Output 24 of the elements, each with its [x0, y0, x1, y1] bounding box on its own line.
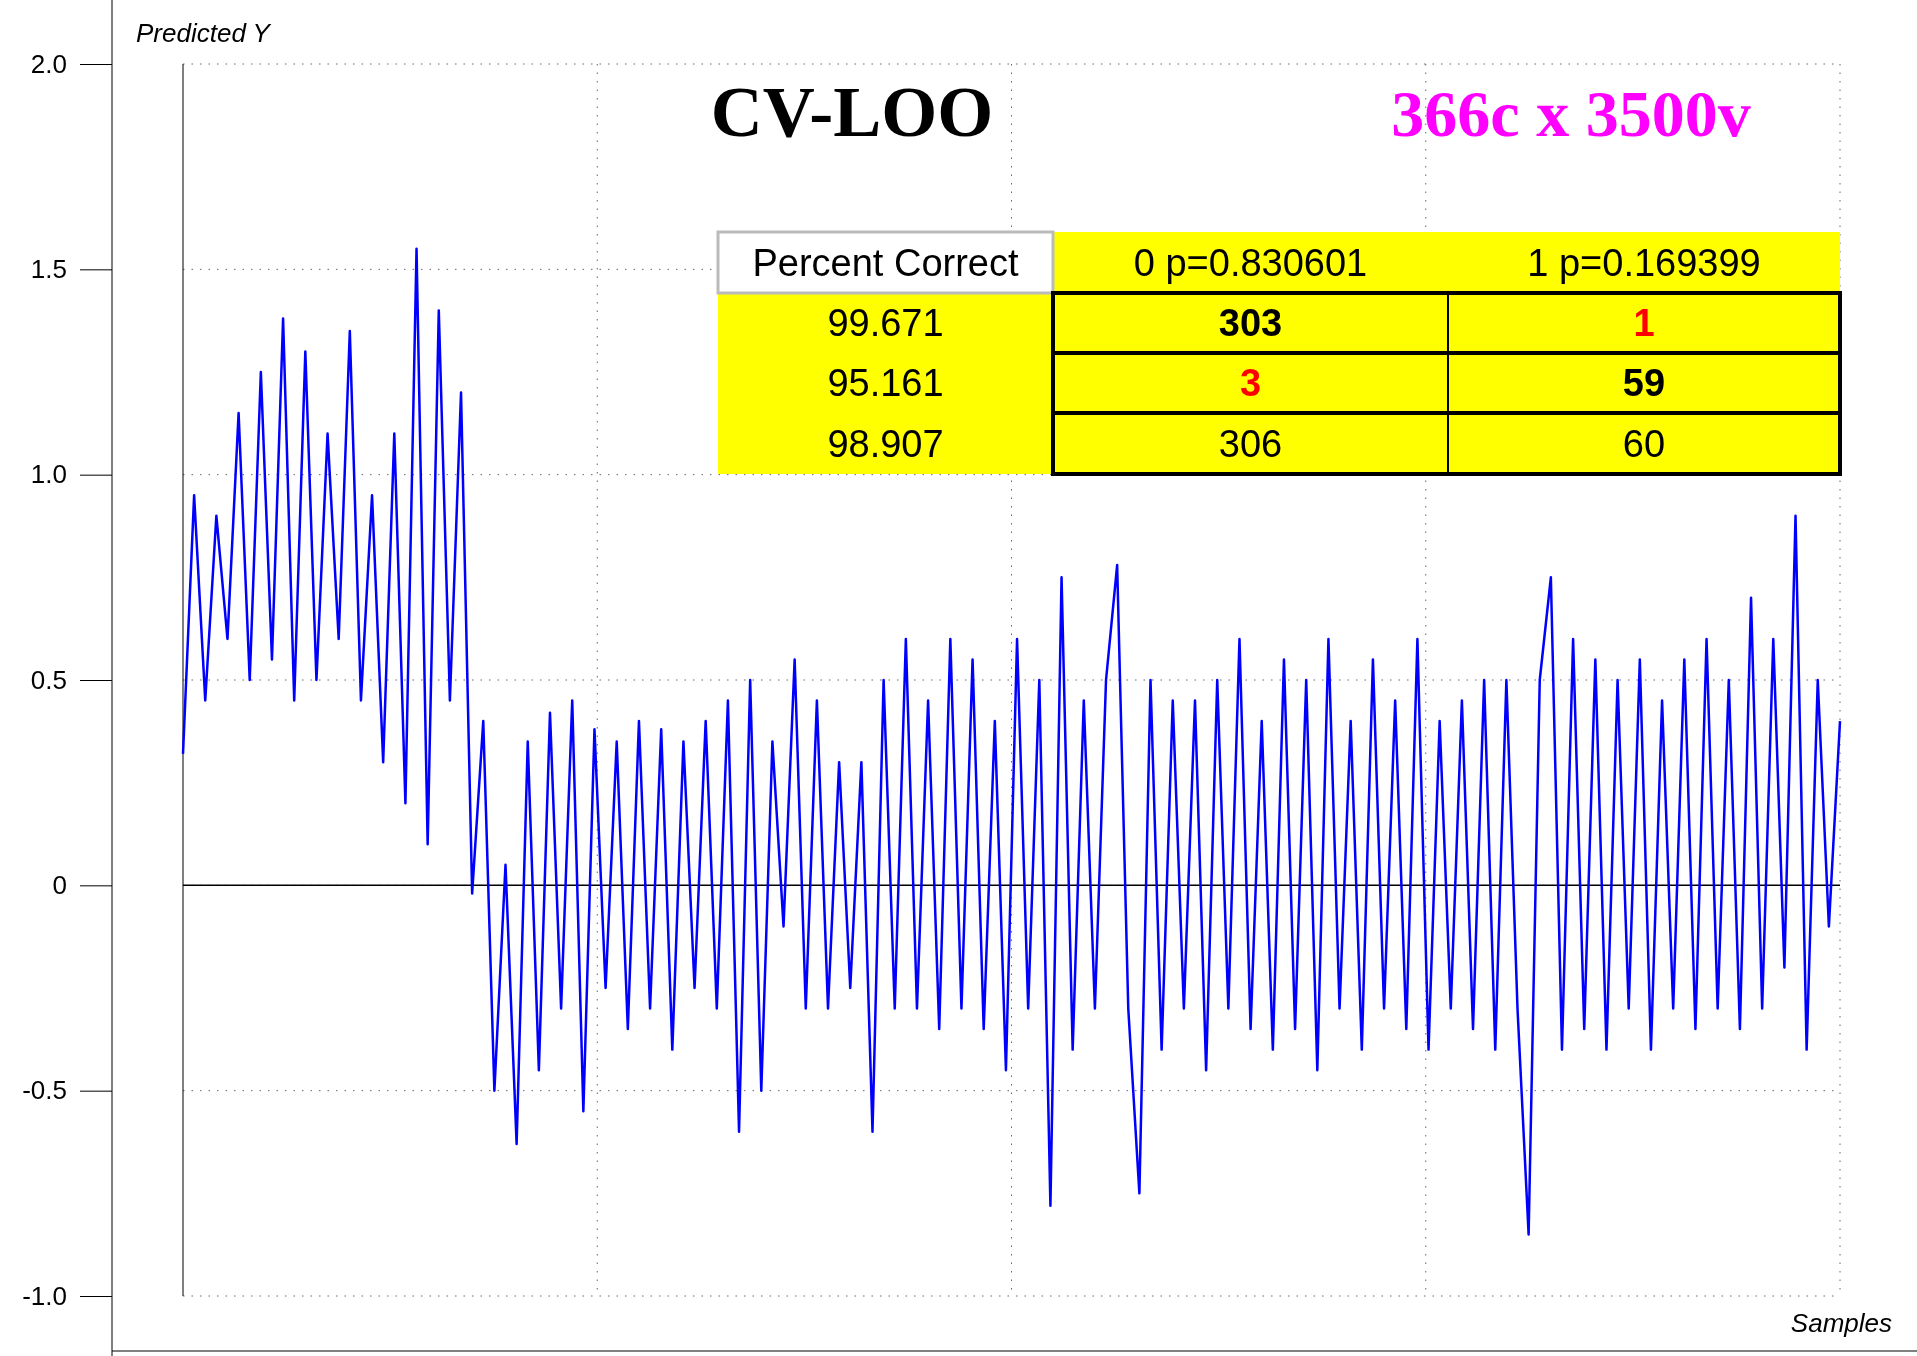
annotation: 3	[1239, 362, 1262, 404]
annotation: 59	[1622, 362, 1666, 404]
annotation: 95.161	[827, 362, 944, 404]
y-tick-label: 0	[52, 870, 67, 901]
chart-title: CV-LOO	[710, 72, 994, 152]
y-axis-title: Predicted Y	[136, 18, 272, 48]
annotation: 306	[1218, 422, 1283, 465]
y-tick-label: 0.5	[30, 664, 67, 695]
annotation: 1 p=0.169399	[1527, 241, 1761, 284]
annotation: Percent Correct	[752, 241, 1019, 284]
annotation: 60	[1622, 422, 1666, 465]
annotation: 1	[1633, 302, 1655, 344]
annotation: 98.907	[827, 422, 944, 465]
y-tick-label: 2.0	[30, 48, 67, 79]
chart-subtitle: 366c x 3500v	[1391, 77, 1751, 150]
y-tick-label: 1.0	[30, 459, 67, 490]
y-tick-label: -0.5	[22, 1075, 67, 1106]
annotation: 303	[1218, 302, 1283, 344]
line-series	[181, 247, 1842, 1236]
y-tick-label: -1.0	[22, 1280, 67, 1311]
y-tick-label: 1.5	[30, 254, 67, 285]
annotation: 0 p=0.830601	[1133, 241, 1368, 284]
annotation: 99.671	[827, 302, 944, 344]
x-axis-title: Samples	[1790, 1308, 1892, 1338]
